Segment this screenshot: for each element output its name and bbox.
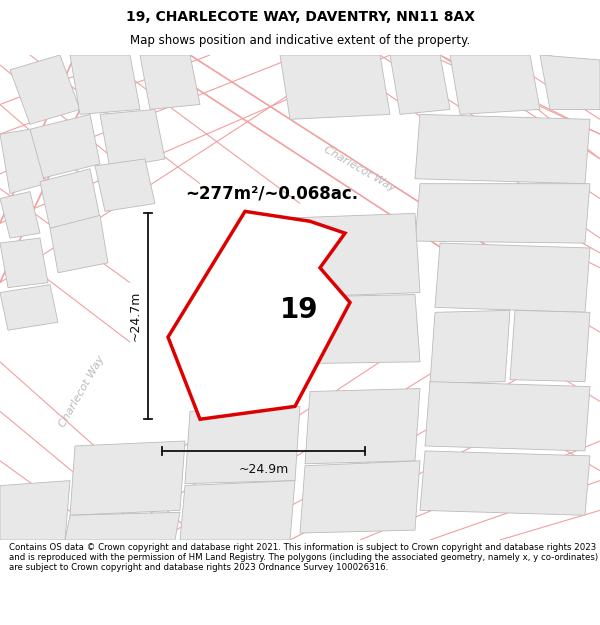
Polygon shape bbox=[280, 55, 390, 119]
Polygon shape bbox=[168, 211, 350, 419]
Polygon shape bbox=[70, 441, 185, 515]
Text: Contains OS data © Crown copyright and database right 2021. This information is : Contains OS data © Crown copyright and d… bbox=[9, 542, 598, 572]
Text: 19, CHARLECOTE WAY, DAVENTRY, NN11 8AX: 19, CHARLECOTE WAY, DAVENTRY, NN11 8AX bbox=[125, 10, 475, 24]
Polygon shape bbox=[540, 55, 600, 109]
Polygon shape bbox=[95, 159, 155, 211]
Text: ~24.7m: ~24.7m bbox=[129, 291, 142, 341]
Polygon shape bbox=[185, 406, 300, 484]
Polygon shape bbox=[420, 451, 590, 515]
Polygon shape bbox=[0, 238, 48, 288]
Polygon shape bbox=[390, 55, 450, 114]
Polygon shape bbox=[30, 114, 100, 179]
Polygon shape bbox=[50, 216, 108, 272]
Polygon shape bbox=[0, 192, 40, 238]
Polygon shape bbox=[140, 55, 200, 109]
Polygon shape bbox=[300, 461, 420, 533]
Text: 19: 19 bbox=[280, 296, 319, 324]
Text: Map shows position and indicative extent of the property.: Map shows position and indicative extent… bbox=[130, 34, 470, 47]
Text: Charlecot Way: Charlecot Way bbox=[58, 354, 107, 429]
Polygon shape bbox=[40, 169, 100, 228]
Polygon shape bbox=[430, 311, 510, 384]
Polygon shape bbox=[0, 129, 45, 194]
Text: Charlecot Way: Charlecot Way bbox=[322, 144, 398, 193]
Polygon shape bbox=[425, 382, 590, 451]
Polygon shape bbox=[0, 481, 70, 540]
Text: ~277m²/~0.068ac.: ~277m²/~0.068ac. bbox=[185, 184, 358, 203]
Polygon shape bbox=[100, 109, 165, 169]
Polygon shape bbox=[0, 284, 58, 330]
Polygon shape bbox=[415, 114, 590, 184]
Polygon shape bbox=[415, 184, 590, 243]
Polygon shape bbox=[65, 512, 180, 540]
Polygon shape bbox=[280, 294, 420, 364]
Polygon shape bbox=[450, 55, 540, 114]
Polygon shape bbox=[70, 55, 140, 114]
Polygon shape bbox=[280, 213, 420, 298]
Polygon shape bbox=[305, 389, 420, 464]
Text: ~24.9m: ~24.9m bbox=[238, 462, 289, 476]
Polygon shape bbox=[10, 55, 80, 124]
Polygon shape bbox=[435, 243, 590, 312]
Polygon shape bbox=[510, 311, 590, 382]
Polygon shape bbox=[180, 481, 295, 540]
